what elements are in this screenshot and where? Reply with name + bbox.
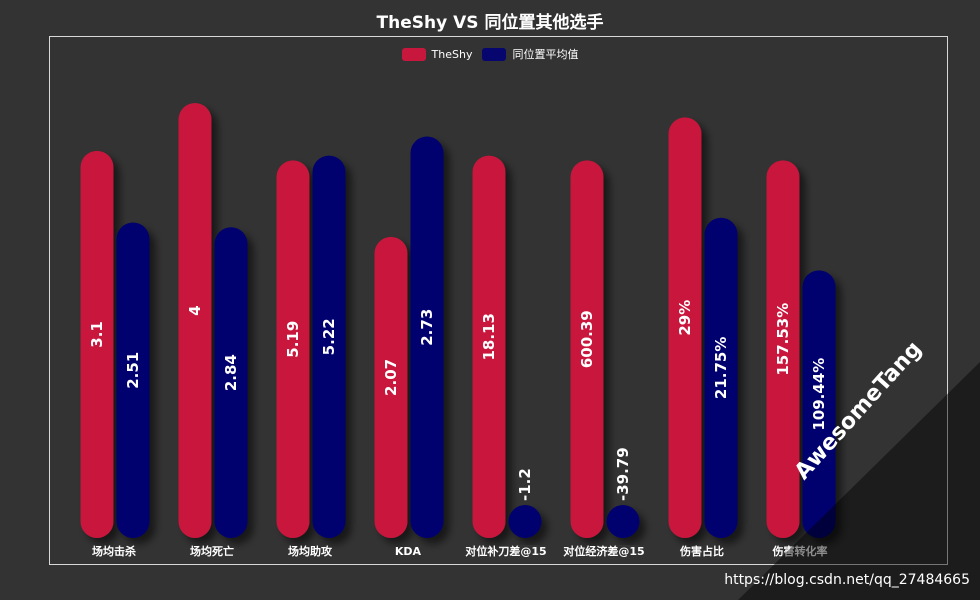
value-label-average-4: -1.2 <box>516 468 534 501</box>
value-label-average-5: -39.79 <box>614 447 632 501</box>
value-label-theshy-3: 2.07 <box>382 359 400 396</box>
bar-average-5[interactable] <box>606 505 640 538</box>
legend: TheShy 同位置平均值 <box>0 46 980 62</box>
bar-average-2[interactable] <box>312 155 346 538</box>
bar-average-7[interactable] <box>802 270 836 538</box>
bar-theshy-7[interactable] <box>766 160 800 538</box>
legend-item-average[interactable]: 同位置平均值 <box>482 46 578 62</box>
value-label-average-2: 5.22 <box>320 318 338 355</box>
bar-theshy-6[interactable] <box>668 117 702 539</box>
value-label-average-3: 2.73 <box>418 309 436 346</box>
source-url: https://blog.csdn.net/qq_27484665 <box>724 572 970 588</box>
legend-label-theshy: TheShy <box>431 47 473 61</box>
chart-title: TheShy VS 同位置其他选手 <box>376 13 604 33</box>
category-label-6: 伤害占比 <box>679 544 724 558</box>
category-label-1: 场均死亡 <box>190 544 234 558</box>
value-label-average-0: 2.51 <box>124 352 142 389</box>
bar-theshy-4[interactable] <box>472 155 506 538</box>
value-label-theshy-5: 600.39 <box>578 310 596 368</box>
category-label-4: 对位补刀差@15 <box>465 544 546 558</box>
bar-theshy-0[interactable] <box>80 150 114 538</box>
category-label-0: 场均击杀 <box>92 544 136 558</box>
bar-average-6[interactable] <box>704 217 738 539</box>
bar-average-1[interactable] <box>214 227 248 539</box>
value-label-theshy-7: 157.53% <box>774 303 792 376</box>
value-label-theshy-6: 29% <box>676 300 694 336</box>
legend-item-theshy[interactable]: TheShy <box>401 46 473 62</box>
plot-frame <box>49 36 948 565</box>
bar-average-4[interactable] <box>508 505 542 538</box>
bar-theshy-5[interactable] <box>570 160 604 538</box>
legend-swatch-average <box>482 47 507 61</box>
value-label-average-6: 21.75% <box>712 337 730 399</box>
value-label-theshy-0: 3.1 <box>88 321 106 348</box>
category-label-7: 伤害转化率 <box>772 544 828 558</box>
bar-theshy-2[interactable] <box>276 160 310 538</box>
bar-theshy-3[interactable] <box>374 236 408 539</box>
value-label-average-1: 2.84 <box>222 354 240 391</box>
value-label-theshy-1: 4 <box>186 305 204 315</box>
category-label-5: 对位经济差@15 <box>563 544 644 558</box>
value-label-average-7: 109.44% <box>810 358 828 431</box>
legend-label-average: 同位置平均值 <box>512 48 579 61</box>
value-label-theshy-4: 18.13 <box>480 313 498 360</box>
category-label-2: 场均助攻 <box>288 544 333 558</box>
bar-average-3[interactable] <box>410 136 444 539</box>
legend-swatch-theshy <box>401 47 426 61</box>
value-label-theshy-2: 5.19 <box>284 321 302 358</box>
bar-theshy-1[interactable] <box>178 103 212 539</box>
category-label-3: KDA <box>395 545 422 558</box>
bar-average-0[interactable] <box>116 222 150 538</box>
